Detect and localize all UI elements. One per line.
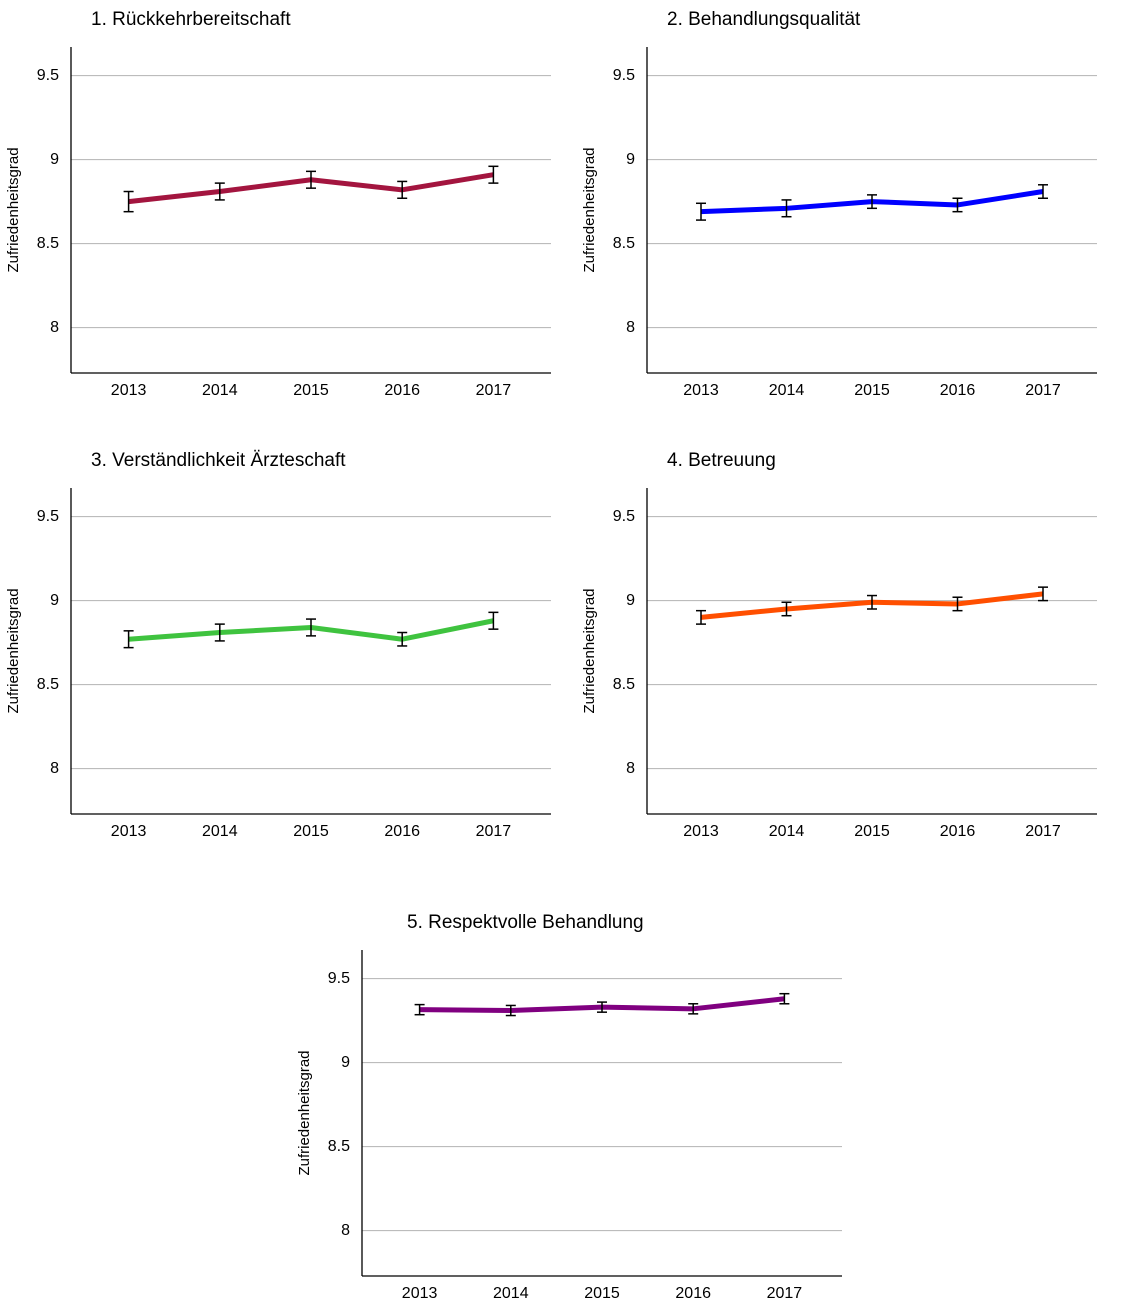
panel-title: 5. Respektvolle Behandlung bbox=[407, 912, 644, 933]
y-tick-label: 8.5 bbox=[613, 235, 635, 252]
error-bar bbox=[867, 594, 877, 610]
y-axis-label: Zufriedenheitsgrad bbox=[581, 588, 598, 713]
x-tick-label: 2013 bbox=[683, 382, 719, 399]
error-bar bbox=[505, 1004, 516, 1017]
error-bar bbox=[1038, 586, 1048, 602]
x-tick-label: 2016 bbox=[384, 823, 420, 840]
x-tick-label: 2013 bbox=[683, 823, 719, 840]
x-tick-label: 2016 bbox=[940, 382, 976, 399]
y-tick-label: 9 bbox=[341, 1054, 350, 1071]
error-bar bbox=[488, 165, 499, 184]
error-bar bbox=[952, 197, 963, 213]
y-tick-label: 8 bbox=[50, 760, 59, 777]
y-tick-label: 9.5 bbox=[613, 67, 635, 84]
error-bar bbox=[779, 992, 790, 1005]
x-tick-label: 2017 bbox=[1025, 382, 1061, 399]
error-bar bbox=[306, 170, 316, 189]
error-bar bbox=[397, 631, 408, 647]
error-bar bbox=[397, 180, 408, 199]
error-bar bbox=[414, 1003, 425, 1016]
x-tick-label: 2017 bbox=[767, 1285, 803, 1302]
x-tick-label: 2013 bbox=[402, 1285, 438, 1302]
error-bar bbox=[306, 618, 316, 637]
error-bar bbox=[488, 611, 499, 630]
error-bar bbox=[123, 190, 134, 213]
error-bar bbox=[867, 194, 877, 210]
x-tick-label: 2015 bbox=[293, 382, 329, 399]
x-tick-label: 2015 bbox=[293, 823, 329, 840]
y-tick-label: 8 bbox=[626, 319, 635, 336]
x-tick-label: 2013 bbox=[111, 382, 147, 399]
y-tick-label: 9.5 bbox=[613, 508, 635, 525]
error-bar bbox=[1038, 184, 1048, 199]
x-tick-label: 2014 bbox=[769, 382, 805, 399]
x-tick-label: 2014 bbox=[769, 823, 805, 840]
x-tick-label: 2017 bbox=[1025, 823, 1061, 840]
x-tick-label: 2015 bbox=[854, 823, 890, 840]
panel-title: 2. Behandlungsqualität bbox=[667, 9, 861, 30]
panel-title: 3. Verständlichkeit Ärzteschaft bbox=[91, 450, 346, 471]
error-bar bbox=[952, 596, 963, 612]
y-tick-label: 9 bbox=[50, 592, 59, 609]
y-tick-label: 9 bbox=[626, 592, 635, 609]
y-axis-label: Zufriedenheitsgrad bbox=[581, 147, 598, 272]
x-tick-label: 2016 bbox=[384, 382, 420, 399]
x-tick-label: 2013 bbox=[111, 823, 147, 840]
y-axis-label: Zufriedenheitsgrad bbox=[5, 147, 22, 272]
error-bar bbox=[781, 601, 792, 617]
y-tick-label: 8 bbox=[50, 319, 59, 336]
error-bar bbox=[688, 1003, 699, 1015]
y-tick-label: 9.5 bbox=[37, 508, 59, 525]
y-tick-label: 9.5 bbox=[328, 970, 350, 987]
error-bar bbox=[123, 630, 134, 649]
x-tick-label: 2015 bbox=[854, 382, 890, 399]
error-bar bbox=[597, 1001, 607, 1013]
y-tick-label: 8.5 bbox=[613, 676, 635, 693]
y-tick-label: 8 bbox=[626, 760, 635, 777]
y-axis-label: Zufriedenheitsgrad bbox=[5, 588, 22, 713]
y-tick-label: 8.5 bbox=[37, 235, 59, 252]
x-tick-label: 2014 bbox=[202, 382, 238, 399]
x-tick-label: 2016 bbox=[675, 1285, 711, 1302]
panel-title: 4. Betreuung bbox=[667, 450, 776, 471]
x-tick-label: 2014 bbox=[493, 1285, 529, 1302]
error-bar bbox=[696, 202, 706, 221]
y-tick-label: 8.5 bbox=[328, 1138, 350, 1155]
y-tick-label: 8.5 bbox=[37, 676, 59, 693]
x-tick-label: 2015 bbox=[584, 1285, 620, 1302]
error-bar bbox=[696, 609, 706, 625]
x-tick-label: 2014 bbox=[202, 823, 238, 840]
x-tick-label: 2017 bbox=[476, 382, 512, 399]
y-tick-label: 9.5 bbox=[37, 67, 59, 84]
error-bar bbox=[214, 623, 225, 642]
error-bar bbox=[781, 199, 792, 218]
y-axis-label: Zufriedenheitsgrad bbox=[296, 1050, 313, 1175]
error-bar bbox=[214, 182, 225, 201]
y-tick-label: 9 bbox=[626, 151, 635, 168]
y-tick-label: 9 bbox=[50, 151, 59, 168]
x-tick-label: 2017 bbox=[476, 823, 512, 840]
y-tick-label: 8 bbox=[341, 1222, 350, 1239]
x-tick-label: 2016 bbox=[940, 823, 976, 840]
panel-title: 1. Rückkehrbereitschaft bbox=[91, 9, 291, 30]
